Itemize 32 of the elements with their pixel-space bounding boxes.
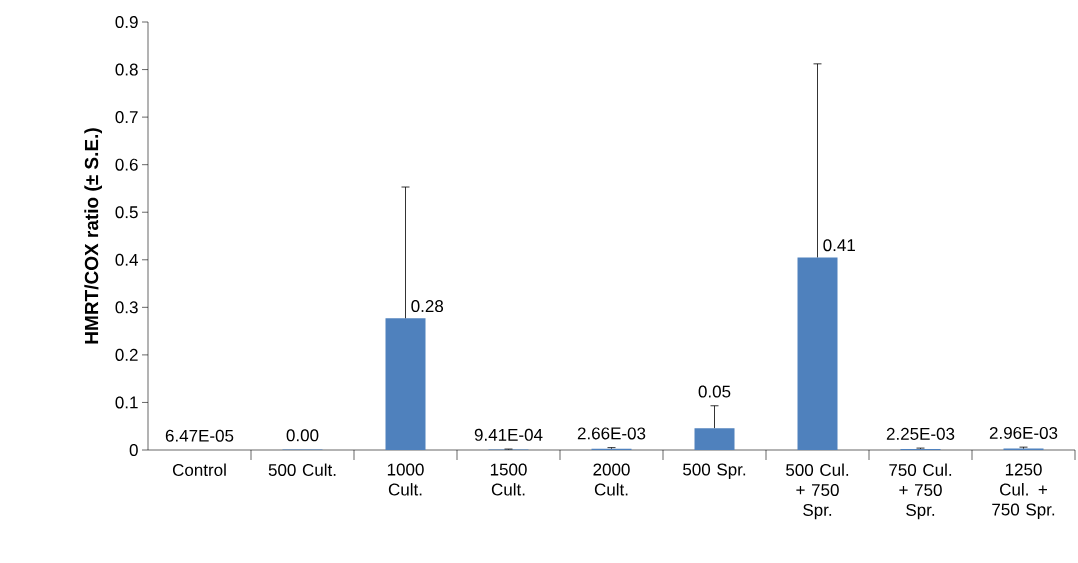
x-tick-label: 500 Spr. — [683, 463, 746, 479]
data-label: 9.41E-04 — [474, 428, 543, 441]
x-tick-label: 2000 Cult. — [593, 463, 630, 496]
y-tick-label: 0.2 — [115, 348, 138, 361]
y-tick-label: 0.3 — [115, 301, 138, 314]
data-label: 2.25E-03 — [886, 427, 955, 440]
bar — [694, 428, 735, 450]
x-tick-label: 1500 Cult. — [490, 463, 527, 496]
y-tick-label: 0.1 — [115, 396, 138, 409]
data-label: 0.05 — [698, 385, 731, 398]
y-tick-label: 0.6 — [115, 158, 138, 171]
bar — [385, 318, 426, 450]
y-tick-label: 0.8 — [115, 63, 138, 76]
data-label: 0.28 — [411, 300, 444, 313]
x-tick-label: Control — [172, 463, 226, 477]
x-tick-label: 1000 Cult. — [387, 463, 424, 496]
y-tick-label: 0.9 — [115, 15, 138, 29]
data-label: 0.41 — [823, 239, 855, 252]
y-tick-label: 0.5 — [115, 206, 138, 219]
y-tick-label: 0.7 — [115, 111, 138, 124]
data-label: 0.00 — [286, 429, 319, 442]
data-label: 6.47E-05 — [165, 429, 234, 442]
x-tick-label: 750 Cul. + 750 Spr. — [889, 463, 952, 520]
y-tick-label: 0 — [129, 443, 138, 457]
y-axis-title: HMRT/COX ratio (± S.E.) — [84, 128, 102, 344]
y-tick-label: 0.4 — [115, 253, 138, 266]
x-tick-label: 500 Cult. — [268, 463, 336, 477]
bar — [797, 257, 838, 450]
x-tick-label: 1250 Cul. + 750 Spr. — [992, 463, 1055, 519]
data-label: 2.96E-03 — [989, 426, 1058, 439]
data-label: 2.66E-03 — [577, 427, 646, 440]
x-tick-label: 500 Cul. + 750 Spr. — [786, 463, 849, 520]
